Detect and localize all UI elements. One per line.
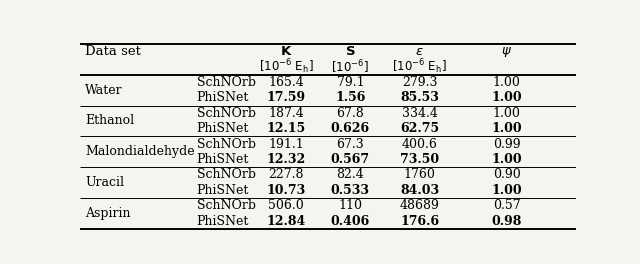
Text: 0.98: 0.98 [492, 215, 522, 228]
Text: 1.00: 1.00 [493, 76, 520, 89]
Text: PhiSNet: PhiSNet [196, 153, 249, 166]
Text: 191.1: 191.1 [268, 138, 304, 150]
Text: Water: Water [85, 84, 123, 97]
Text: 0.533: 0.533 [331, 184, 370, 197]
Text: $[10^{-6}\ \mathrm{E_h}]$: $[10^{-6}\ \mathrm{E_h}]$ [259, 58, 313, 76]
Text: 84.03: 84.03 [400, 184, 439, 197]
Text: SchNOrb: SchNOrb [196, 138, 255, 150]
Text: 110: 110 [339, 199, 362, 212]
Text: PhiSNet: PhiSNet [196, 91, 249, 104]
Text: 82.4: 82.4 [337, 168, 364, 181]
Text: Data set: Data set [85, 45, 141, 58]
Text: 73.50: 73.50 [400, 153, 439, 166]
Text: 1.00: 1.00 [493, 107, 520, 120]
Text: 0.567: 0.567 [331, 153, 370, 166]
Text: 62.75: 62.75 [400, 122, 439, 135]
Text: SchNOrb: SchNOrb [196, 107, 255, 120]
Text: 48689: 48689 [400, 199, 440, 212]
Text: 17.59: 17.59 [266, 91, 305, 104]
Text: 12.15: 12.15 [266, 122, 305, 135]
Text: Uracil: Uracil [85, 176, 124, 189]
Text: Ethanol: Ethanol [85, 115, 134, 128]
Text: PhiSNet: PhiSNet [196, 184, 249, 197]
Text: 67.3: 67.3 [337, 138, 364, 150]
Text: $\psi$: $\psi$ [501, 45, 512, 59]
Text: 227.8: 227.8 [268, 168, 303, 181]
Text: 67.8: 67.8 [337, 107, 364, 120]
Text: $[10^{-6}\ \mathrm{E_h}]$: $[10^{-6}\ \mathrm{E_h}]$ [392, 58, 447, 76]
Text: $\mathbf{K}$: $\mathbf{K}$ [280, 45, 292, 58]
Text: 0.406: 0.406 [331, 215, 370, 228]
Text: 1760: 1760 [404, 168, 436, 181]
Text: 187.4: 187.4 [268, 107, 304, 120]
Text: 1.00: 1.00 [492, 122, 522, 135]
Text: $\mathbf{S}$: $\mathbf{S}$ [345, 45, 356, 58]
Text: 10.73: 10.73 [266, 184, 305, 197]
Text: 506.0: 506.0 [268, 199, 304, 212]
Text: 1.00: 1.00 [492, 184, 522, 197]
Text: 165.4: 165.4 [268, 76, 304, 89]
Text: 79.1: 79.1 [337, 76, 364, 89]
Text: SchNOrb: SchNOrb [196, 76, 255, 89]
Text: 0.99: 0.99 [493, 138, 520, 150]
Text: 400.6: 400.6 [402, 138, 438, 150]
Text: 0.626: 0.626 [331, 122, 370, 135]
Text: 334.4: 334.4 [402, 107, 438, 120]
Text: PhiSNet: PhiSNet [196, 122, 249, 135]
Text: SchNOrb: SchNOrb [196, 168, 255, 181]
Text: Aspirin: Aspirin [85, 207, 131, 220]
Text: 1.00: 1.00 [492, 153, 522, 166]
Text: 1.00: 1.00 [492, 91, 522, 104]
Text: SchNOrb: SchNOrb [196, 199, 255, 212]
Text: 279.3: 279.3 [402, 76, 438, 89]
Text: $\epsilon$: $\epsilon$ [415, 45, 424, 58]
Text: 12.32: 12.32 [266, 153, 305, 166]
Text: $[10^{-6}]$: $[10^{-6}]$ [332, 58, 369, 76]
Text: Malondialdehyde: Malondialdehyde [85, 145, 195, 158]
Text: PhiSNet: PhiSNet [196, 215, 249, 228]
Text: 176.6: 176.6 [400, 215, 439, 228]
Text: 85.53: 85.53 [401, 91, 439, 104]
Text: 1.56: 1.56 [335, 91, 365, 104]
Text: 0.90: 0.90 [493, 168, 520, 181]
Text: 0.57: 0.57 [493, 199, 520, 212]
Text: 12.84: 12.84 [266, 215, 305, 228]
